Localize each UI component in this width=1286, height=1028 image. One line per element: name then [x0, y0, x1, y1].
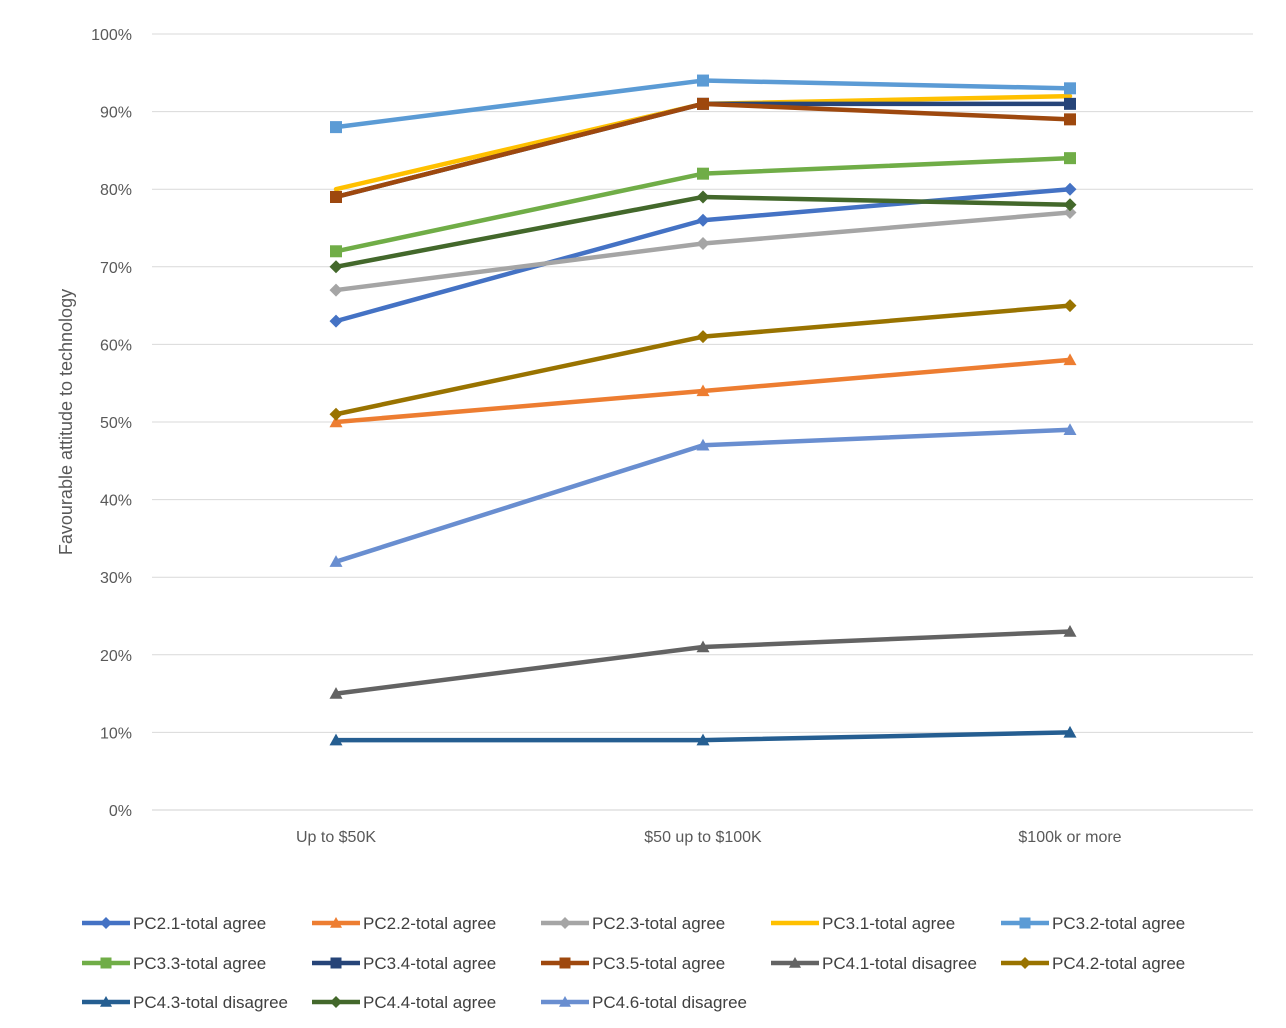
y-tick-label: 40%: [100, 493, 132, 510]
data-point: [697, 237, 710, 250]
legend-label: PC4.2-total agree: [1052, 954, 1185, 973]
x-tick-label: $100k or more: [1018, 829, 1121, 846]
legend-item: PC3.2-total agree: [1001, 914, 1185, 933]
data-point: [1064, 152, 1076, 164]
legend-item: PC3.3-total agree: [82, 954, 266, 973]
series-pc4-6-total-disagree: [330, 423, 1077, 567]
series-line: [336, 189, 1070, 321]
data-point: [330, 996, 342, 1008]
y-tick-label: 100%: [91, 27, 132, 44]
data-point: [697, 190, 710, 203]
data-point: [331, 958, 342, 969]
y-tick-label: 90%: [100, 105, 132, 122]
y-tick-label: 10%: [100, 725, 132, 742]
data-point: [697, 98, 709, 110]
series-line: [336, 197, 1070, 267]
legend-item: PC3.4-total agree: [312, 954, 496, 973]
data-point: [560, 958, 571, 969]
y-axis-title: Favourable attitude to technology: [56, 289, 76, 555]
x-axis-ticks: Up to $50K $50 up to $100K $100k or more: [296, 829, 1122, 846]
legend-item: PC2.1-total agree: [82, 914, 266, 933]
data-point: [697, 168, 709, 180]
legend-label: PC3.4-total agree: [363, 954, 496, 973]
y-tick-label: 70%: [100, 260, 132, 277]
legend-label: PC4.3-total disagree: [133, 993, 288, 1012]
legend-label: PC3.1-total agree: [822, 914, 955, 933]
series-pc4-4-total-agree: [330, 190, 1077, 273]
series-pc4-3-total-disagree: [330, 726, 1077, 745]
legend-label: PC2.2-total agree: [363, 914, 496, 933]
legend-label: PC4.4-total agree: [363, 993, 496, 1012]
y-tick-label: 80%: [100, 182, 132, 199]
gridlines: [152, 34, 1253, 810]
data-point: [697, 75, 709, 87]
data-point: [330, 121, 342, 133]
x-tick-label: $50 up to $100K: [644, 829, 762, 846]
series-line: [336, 306, 1070, 415]
data-point: [697, 214, 710, 227]
y-tick-label: 60%: [100, 337, 132, 354]
data-point: [330, 408, 343, 421]
legend-label: PC3.5-total agree: [592, 954, 725, 973]
data-point: [1064, 113, 1076, 125]
data-point: [1020, 918, 1031, 929]
data-point: [330, 315, 343, 328]
legend-label: PC3.3-total agree: [133, 954, 266, 973]
data-point: [1064, 98, 1076, 110]
data-point: [1064, 198, 1077, 211]
legend-label: PC2.1-total agree: [133, 914, 266, 933]
legend-item: PC4.3-total disagree: [82, 993, 288, 1012]
legend-item: PC4.1-total disagree: [771, 954, 977, 973]
legend-item: PC3.1-total agree: [771, 914, 955, 933]
y-axis-ticks: 0% 10% 20% 30% 40% 50% 60% 70% 80% 90% 100%: [91, 27, 132, 820]
data-point: [697, 330, 710, 343]
data-point: [1064, 299, 1077, 312]
data-point: [1019, 957, 1031, 969]
legend-label: PC3.2-total agree: [1052, 914, 1185, 933]
data-point: [330, 260, 343, 273]
legend-item: PC4.2-total agree: [1001, 954, 1185, 973]
legend: PC2.1-total agree PC2.2-total agree PC2.3-…: [82, 914, 1185, 1012]
data-point: [101, 958, 112, 969]
y-tick-label: 0%: [109, 803, 132, 820]
data-point: [330, 245, 342, 257]
series-line: [336, 104, 1070, 197]
series-group: [330, 75, 1077, 746]
data-point: [330, 191, 342, 203]
y-tick-label: 20%: [100, 648, 132, 665]
data-point: [1064, 183, 1077, 196]
series-line: [336, 104, 1070, 197]
legend-item: PC4.6-total disagree: [541, 993, 747, 1012]
y-tick-label: 50%: [100, 415, 132, 432]
data-point: [330, 284, 343, 297]
legend-item: PC3.5-total agree: [541, 954, 725, 973]
legend-label: PC2.3-total agree: [592, 914, 725, 933]
x-tick-label: Up to $50K: [296, 829, 376, 846]
series-pc4-1-total-disagree: [330, 625, 1077, 699]
data-point: [1064, 82, 1076, 94]
legend-label: PC4.6-total disagree: [592, 993, 747, 1012]
legend-item: PC2.3-total agree: [541, 914, 725, 933]
legend-label: PC4.1-total disagree: [822, 954, 977, 973]
legend-item: PC2.2-total agree: [312, 914, 496, 933]
data-point: [559, 917, 571, 929]
legend-item: PC4.4-total agree: [312, 993, 496, 1012]
y-tick-label: 30%: [100, 570, 132, 587]
data-point: [100, 917, 112, 929]
series-pc4-2-total-agree: [330, 299, 1077, 421]
